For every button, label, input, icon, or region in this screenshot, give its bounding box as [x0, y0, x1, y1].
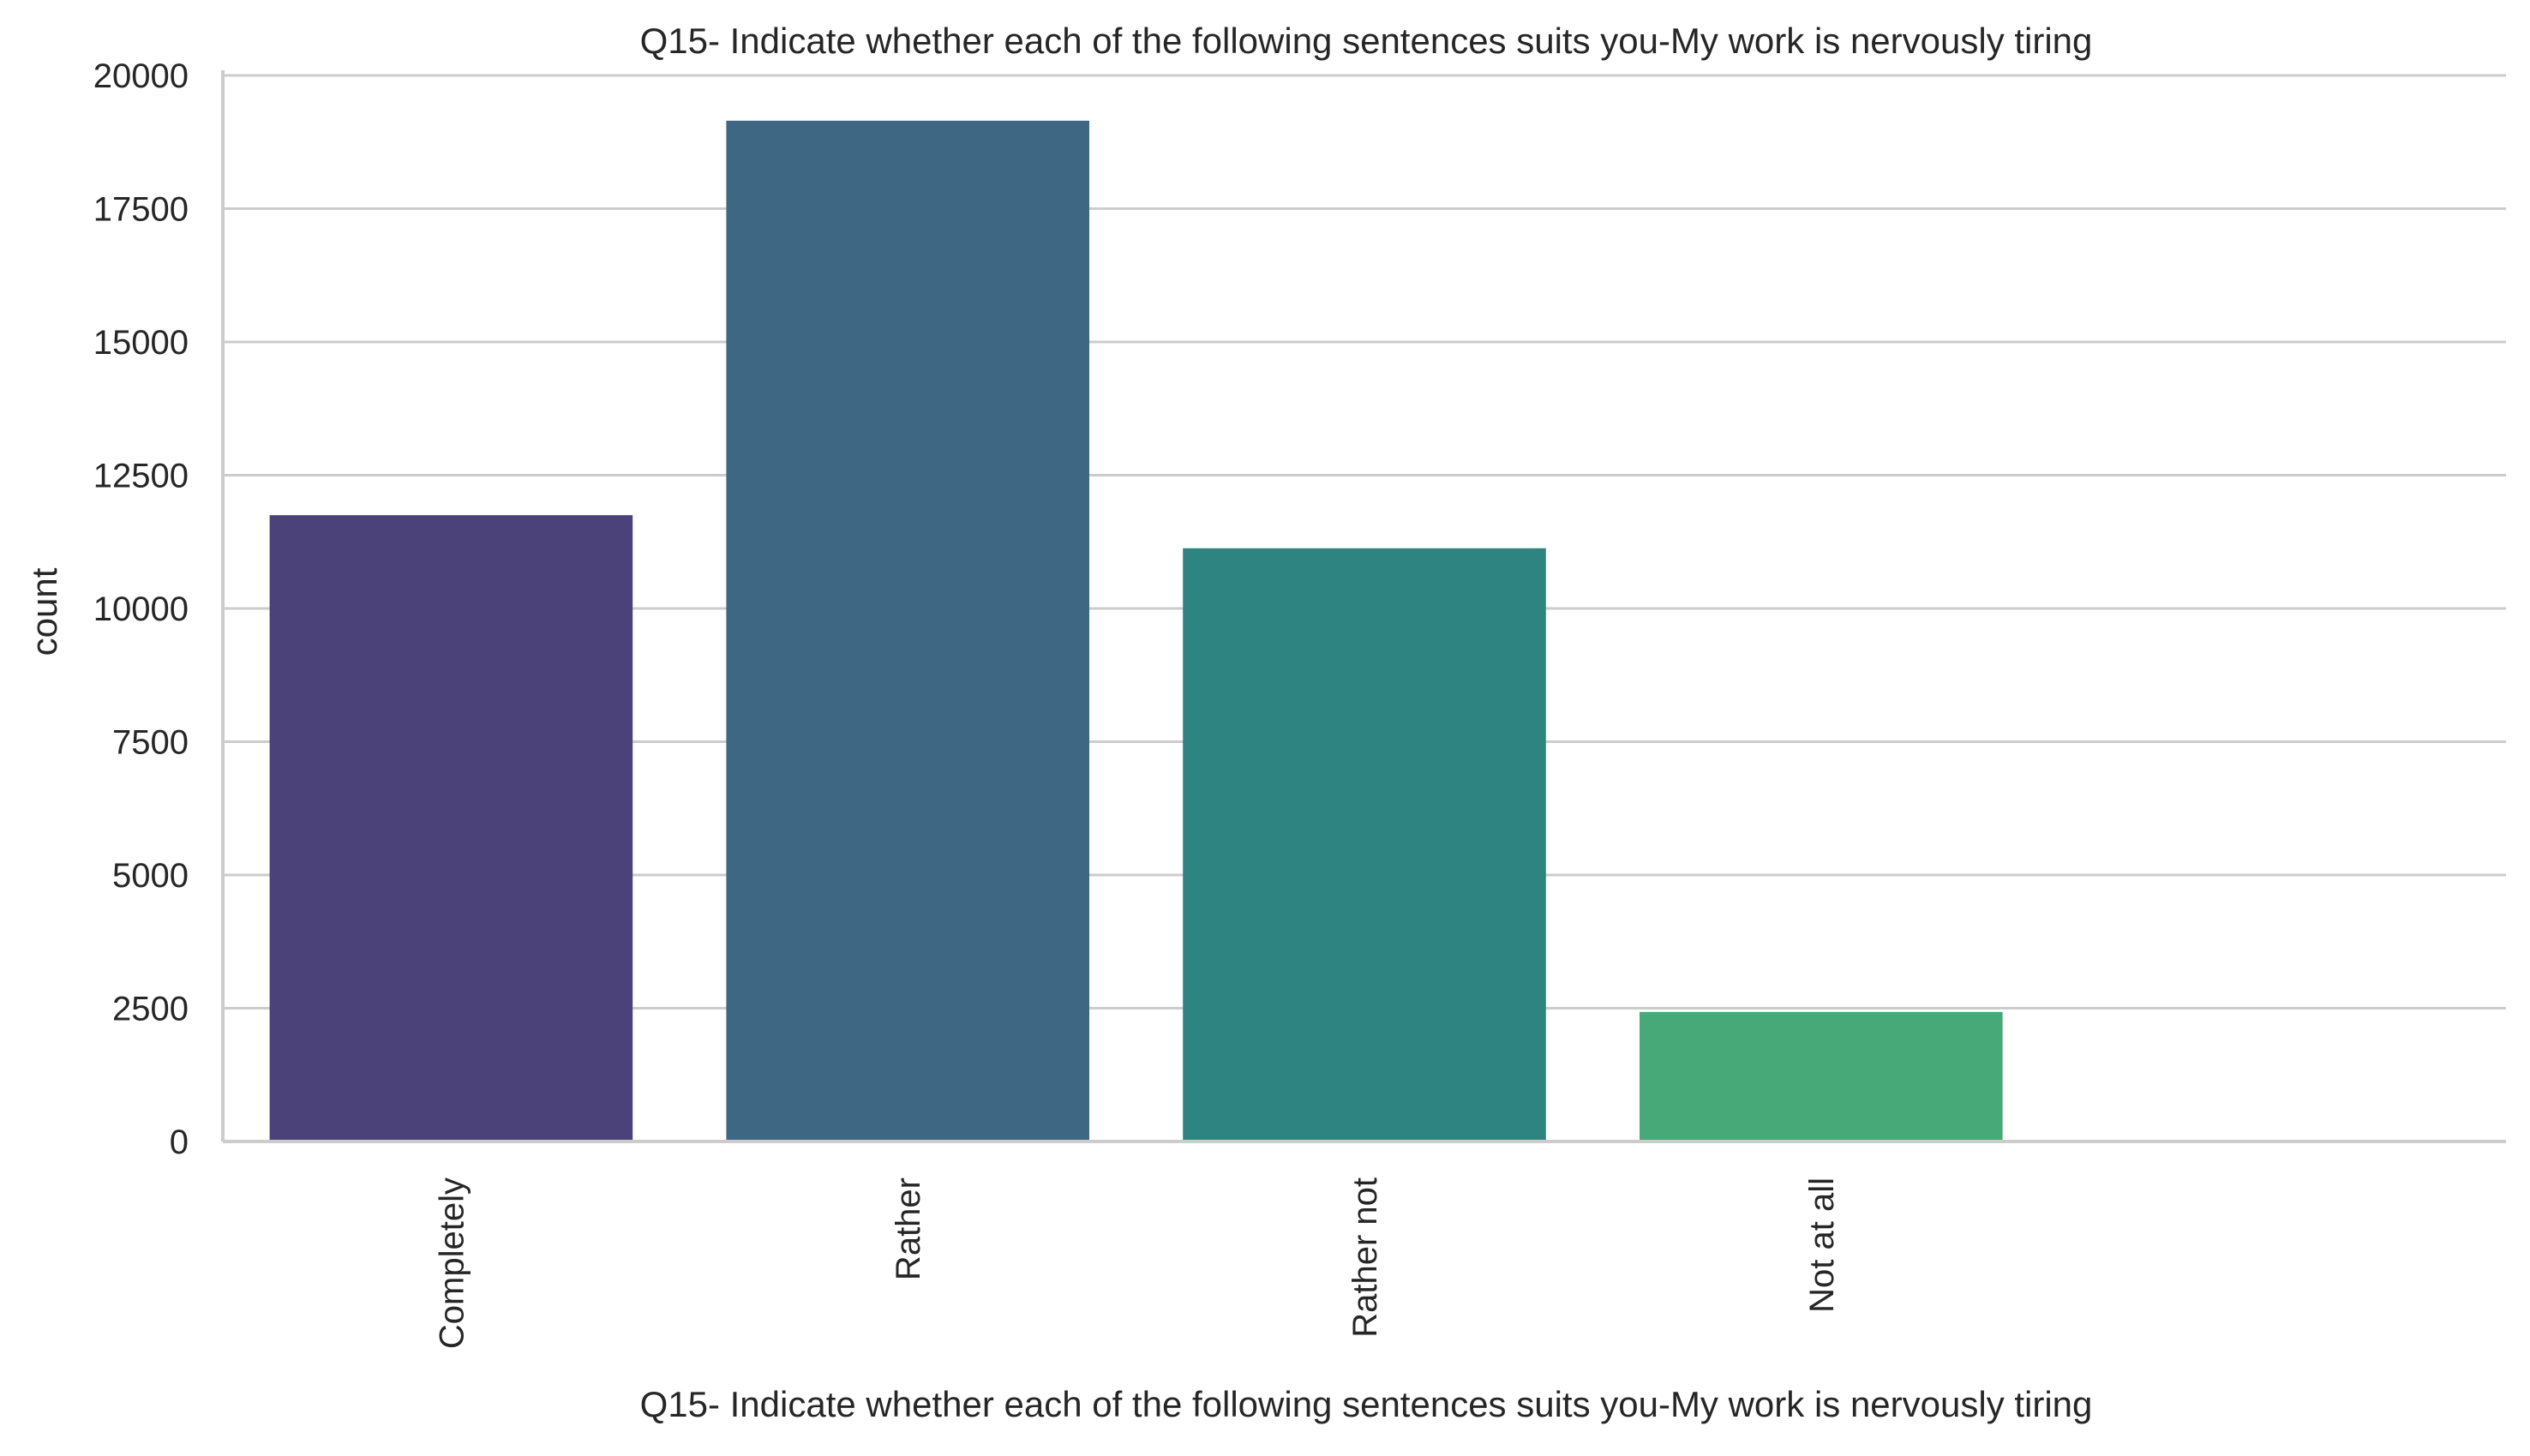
bar-rather-not [1183, 548, 1546, 1141]
x-tick-label: Rather [890, 1177, 927, 1280]
x-tick-label: Not at all [1803, 1177, 1841, 1313]
y-tick-label: 0 [170, 1123, 189, 1161]
y-tick-label: 15000 [93, 324, 189, 362]
bar-not-at-all [1640, 1011, 2003, 1141]
x-tick-label: Rather not [1346, 1177, 1384, 1338]
bar-completely [269, 515, 633, 1141]
chart-title: Q15- Indicate whether each of the follow… [640, 21, 2093, 61]
y-tick-label: 7500 [112, 724, 189, 762]
bar-rather [726, 120, 1089, 1141]
y-tick-label: 5000 [112, 857, 189, 895]
x-axis-label: Q15- Indicate whether each of the follow… [640, 1384, 2093, 1424]
axes [221, 70, 2506, 1143]
y-tick-label: 12500 [93, 458, 189, 495]
y-tick-label: 17500 [93, 191, 189, 229]
y-tick-label: 2500 [112, 991, 189, 1028]
y-axis-label: count [24, 567, 64, 656]
x-tick-label: Completely [433, 1177, 471, 1349]
x-tick-labels: Completely Rather Rather not Not at all [433, 1177, 1840, 1349]
bars [269, 120, 2003, 1141]
y-tick-labels: 0 2500 5000 7500 10000 12500 15000 17500 20000 [93, 57, 189, 1161]
y-tick-label: 10000 [93, 590, 189, 628]
y-tick-label: 20000 [93, 57, 189, 95]
